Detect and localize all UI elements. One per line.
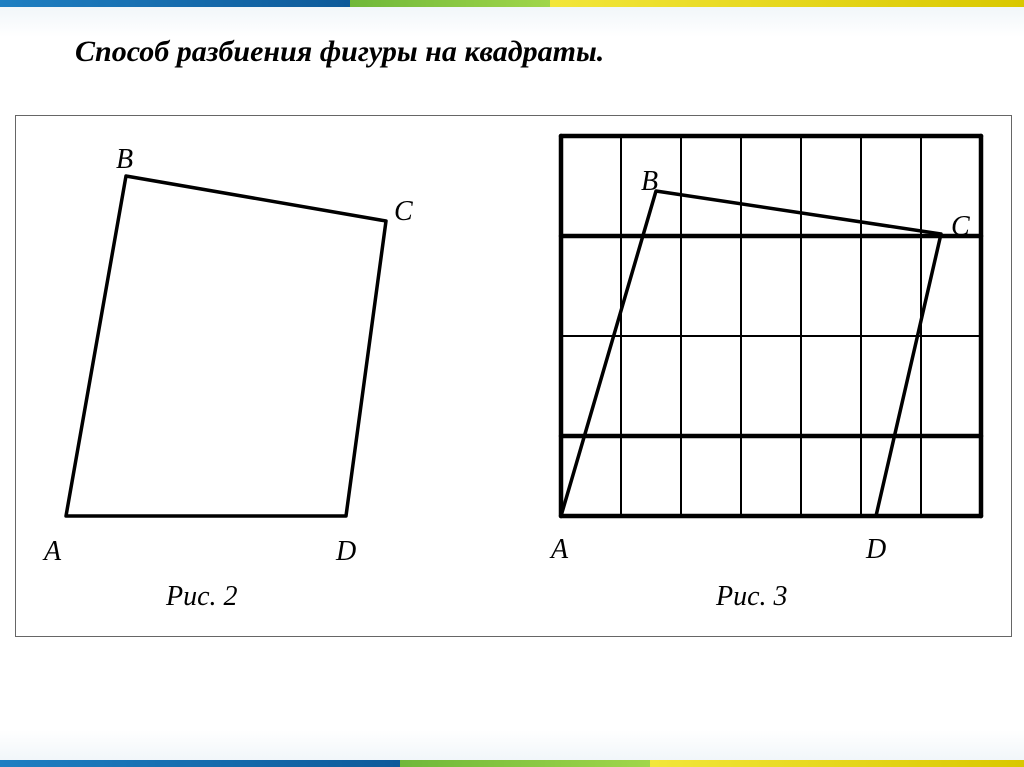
caption-left: Рис. 2	[166, 581, 238, 613]
figure-right	[541, 116, 1011, 636]
decorative-top-bar	[0, 0, 1024, 7]
vertex-label-B-left: B	[116, 144, 133, 176]
vertex-label-A-left: A	[44, 536, 61, 568]
decorative-fade-bottom	[0, 730, 1024, 760]
vertex-label-C-left: C	[394, 196, 413, 228]
figure-left	[16, 116, 486, 636]
vertex-label-D-left: D	[336, 536, 356, 568]
page-title: Способ разбиения фигуры на квадраты.	[75, 35, 604, 69]
vertex-label-C-right: C	[951, 211, 970, 243]
caption-right: Рис. 3	[716, 581, 788, 613]
vertex-label-A-right: A	[551, 534, 568, 566]
decorative-bottom-bar	[0, 760, 1024, 767]
vertex-label-D-right: D	[866, 534, 886, 566]
decorative-fade-top	[0, 7, 1024, 37]
figure-container: A B C D Рис. 2 A B C D Рис. 3	[15, 115, 1012, 637]
vertex-label-B-right: B	[641, 166, 658, 198]
